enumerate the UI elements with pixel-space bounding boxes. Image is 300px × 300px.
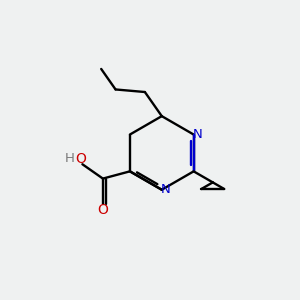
Text: N: N (161, 183, 170, 196)
Text: O: O (76, 152, 86, 166)
Text: N: N (193, 128, 202, 141)
Text: H: H (65, 152, 75, 165)
Text: O: O (98, 202, 108, 217)
